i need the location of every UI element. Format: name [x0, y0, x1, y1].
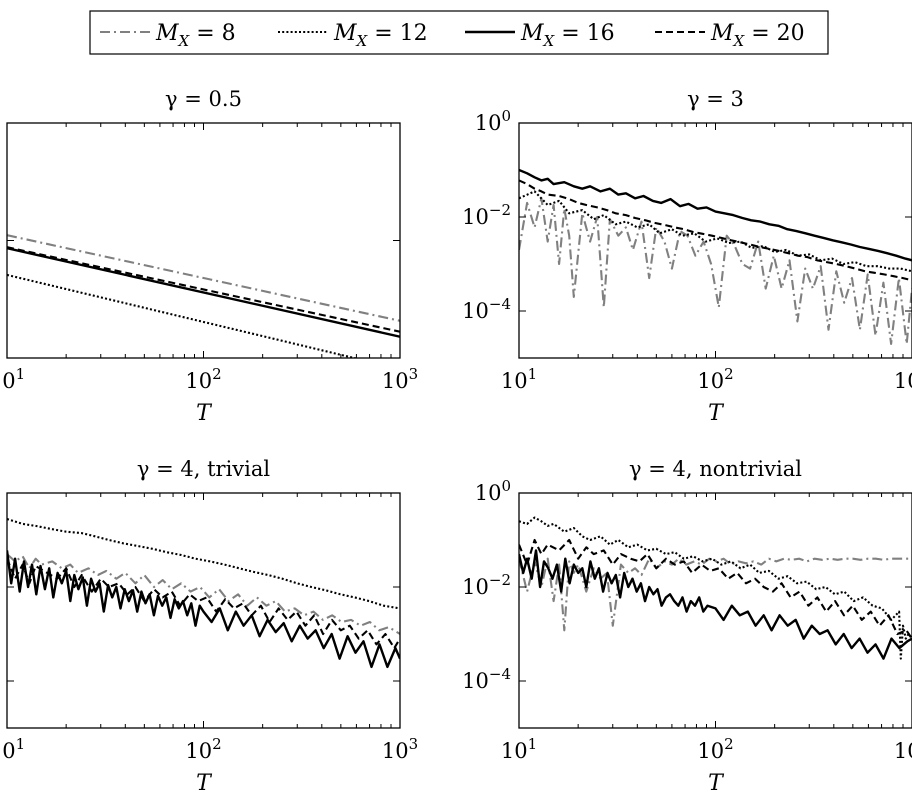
- x-tick-label: 101: [501, 735, 537, 763]
- series-line-mx-20: [7, 558, 400, 650]
- x-axis-label: T: [196, 771, 213, 796]
- x-tick-label: 103: [894, 735, 912, 763]
- panel-title: γ = 0.5: [165, 87, 242, 111]
- x-tick-label: 102: [185, 365, 221, 393]
- series-group: [519, 516, 912, 660]
- x-tick-label: 101: [0, 735, 25, 763]
- x-tick-label: 102: [697, 735, 733, 763]
- series-line-mx-20: [519, 179, 912, 282]
- series-line-mx-16: [519, 549, 912, 660]
- series-line-mx-16: [7, 550, 400, 669]
- y-tick-label: 10−2: [462, 571, 511, 599]
- x-tick-label: 102: [697, 365, 733, 393]
- series-line-mx-8: [519, 557, 912, 632]
- panel-2: γ = 3 101 102 103 T 100 10−2 10−4: [462, 87, 912, 426]
- panel-title: γ = 4, nontrivial: [629, 457, 802, 481]
- panel-3: γ = 4, trivial 101 102 103 T: [0, 457, 418, 796]
- series-line-mx-12: [7, 273, 359, 358]
- legend: MX = 8 MX = 12 MX = 16 MX = 20: [89, 10, 829, 55]
- plot-frame: [518, 122, 912, 359]
- series-line-mx-12: [7, 517, 400, 610]
- panel-title: γ = 3: [687, 87, 744, 111]
- y-tick-label: 10−4: [462, 295, 511, 323]
- series-line-mx-12: [519, 190, 912, 273]
- series-group: [7, 517, 400, 669]
- series-line-mx-12: [519, 516, 912, 660]
- y-tick-label: 10−4: [462, 665, 511, 693]
- x-axis-label: T: [708, 771, 725, 796]
- x-tick-label: 103: [382, 365, 418, 393]
- x-axis-label: T: [196, 401, 213, 426]
- x-axis-label: T: [708, 401, 725, 426]
- panel-4: γ = 4, nontrivial 101 102 103 T 100 10−2 10−4: [462, 457, 912, 796]
- plot-frame: [518, 492, 912, 729]
- series-line-mx-8: [7, 234, 400, 322]
- x-tick-label: 103: [894, 365, 912, 393]
- legend-label-1: MX = 8: [155, 21, 236, 50]
- series-line-mx-8: [519, 197, 912, 345]
- series-group: [7, 234, 400, 358]
- legend-label-3: MX = 16: [520, 21, 615, 50]
- x-tick-label: 103: [382, 735, 418, 763]
- legend-label-2: MX = 12: [333, 21, 428, 50]
- legend-label-4: MX = 20: [710, 21, 805, 50]
- x-tick-label: 102: [185, 735, 221, 763]
- y-tick-label: 100: [475, 107, 511, 135]
- series-line-mx-20: [7, 246, 400, 333]
- panel-title: γ = 4, trivial: [137, 457, 271, 481]
- y-tick-label: 100: [475, 477, 511, 505]
- y-tick-label: 10−2: [462, 201, 511, 229]
- x-tick-label: 101: [501, 365, 537, 393]
- series-group: [519, 168, 912, 345]
- panels: γ = 0.5 101 102 103 Tγ = 3 101 102 103 T 100 10−2 1…: [0, 87, 912, 796]
- series-line-mx-8: [7, 553, 400, 635]
- series-line-mx-16: [519, 168, 912, 262]
- panel-1: γ = 0.5 101 102 103 T: [0, 87, 418, 426]
- x-tick-label: 101: [0, 365, 25, 393]
- series-line-mx-20: [519, 538, 912, 640]
- series-line-mx-16: [7, 247, 400, 338]
